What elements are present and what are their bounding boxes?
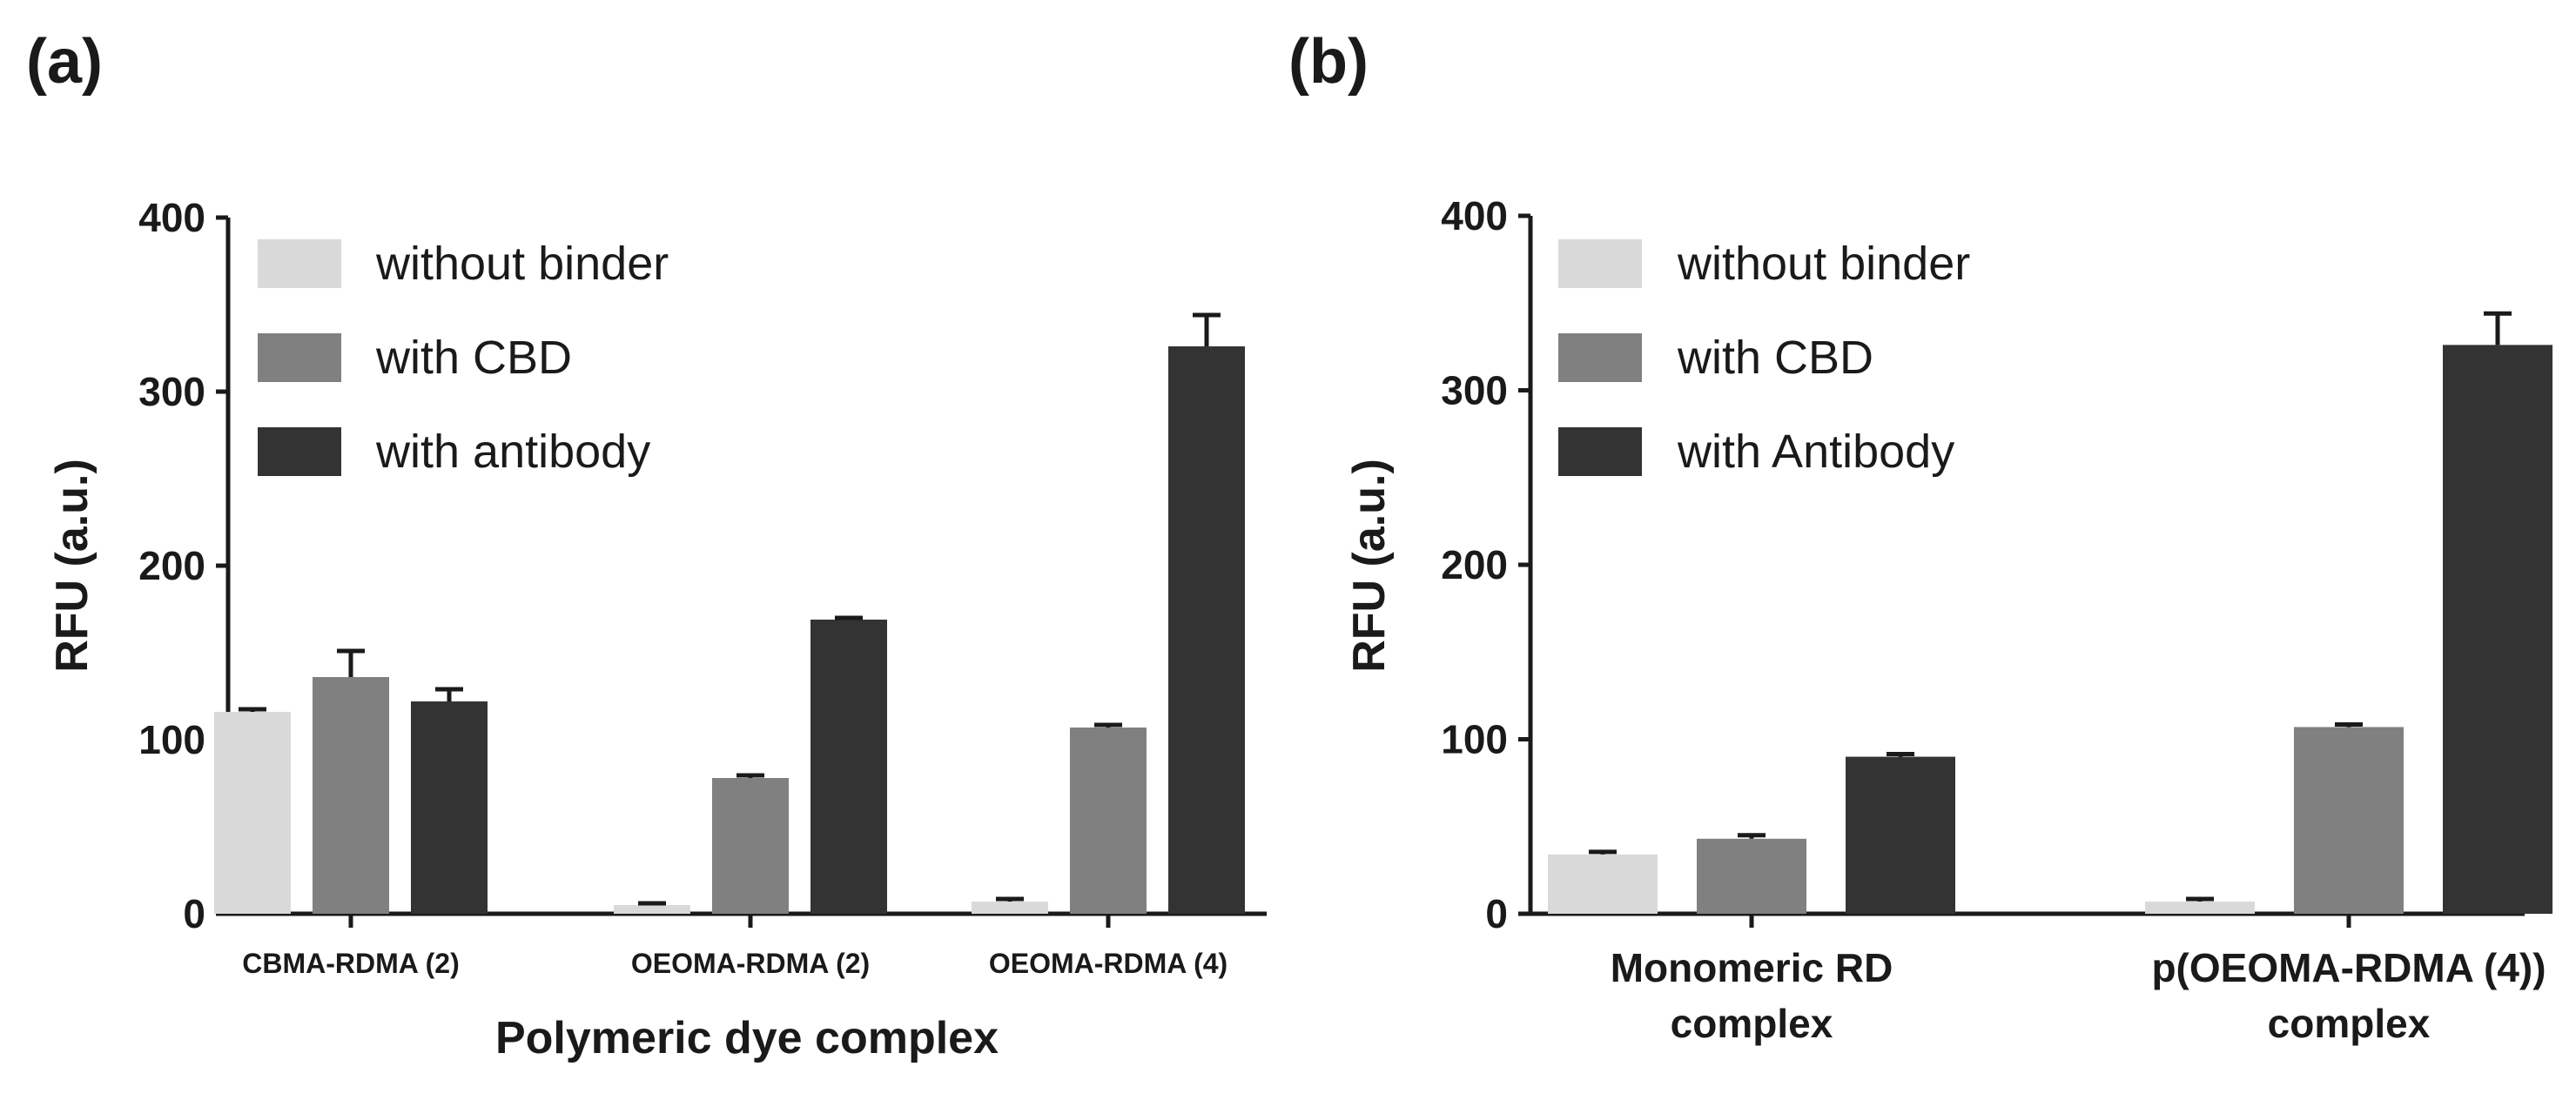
y-axis-label: RFU (a.u.): [1344, 459, 1395, 673]
y-axis-label: RFU (a.u.): [47, 459, 98, 673]
bar: [2294, 727, 2404, 914]
bar: [214, 712, 291, 914]
bar: [712, 778, 789, 914]
bar: [1846, 756, 1955, 914]
bar: [1548, 854, 1658, 914]
bar: [2443, 345, 2552, 914]
y-tick-label: 100: [1441, 717, 1508, 762]
legend-swatch: [258, 427, 341, 476]
bar: [972, 902, 1048, 914]
y-tick-label: 200: [1441, 542, 1508, 587]
legend-label: with CBD: [1677, 332, 1873, 384]
x-axis-label: Polymeric dye complex: [495, 1013, 999, 1063]
x-tick-label: complex: [2268, 1001, 2431, 1046]
legend-swatch: [1558, 239, 1642, 288]
legend-label: without binder: [375, 238, 669, 290]
legend-label: with Antibody: [1677, 426, 1954, 478]
legend-label: without binder: [1677, 238, 1970, 290]
y-tick-label: 0: [1485, 891, 1508, 936]
x-tick-label: CBMA-RDMA (2): [242, 948, 459, 979]
legend-swatch: [1558, 427, 1642, 476]
legend-label: with antibody: [375, 426, 650, 478]
y-tick-label: 300: [138, 369, 205, 414]
panel-label: (a): [26, 27, 103, 97]
y-tick-label: 300: [1441, 368, 1508, 413]
x-tick-label: OEOMA-RDMA (4): [989, 948, 1227, 979]
bar: [411, 701, 488, 914]
legend-swatch: [1558, 333, 1642, 382]
bar: [1168, 346, 1245, 914]
chart-panel-b: (b) 0 100 200 300 400 RFU (a.u.) Monomeric RD co…: [1288, 27, 2552, 1046]
panel-label: (b): [1288, 27, 1369, 97]
chart-panel-a: (a) 0 100 200 300 400 RFU (a.u.) CBMA-RDMA (2) O…: [26, 27, 1267, 1063]
bar: [2145, 901, 2255, 914]
bar: [614, 905, 690, 914]
bar: [313, 677, 389, 914]
legend-label: with CBD: [375, 332, 572, 384]
legend-swatch: [258, 333, 341, 382]
y-tick-label: 200: [138, 543, 205, 588]
bar: [1070, 728, 1147, 914]
x-tick-label: Monomeric RD: [1611, 945, 1893, 990]
legend-swatch: [258, 239, 341, 288]
bar: [810, 620, 887, 914]
x-tick-label: complex: [1671, 1001, 1833, 1046]
bar: [1697, 838, 1806, 914]
y-tick-label: 100: [138, 717, 205, 762]
x-tick-label: OEOMA-RDMA (2): [631, 948, 870, 979]
y-tick-label: 400: [1441, 193, 1508, 238]
y-tick-label: 400: [138, 195, 205, 240]
x-tick-label: p(OEOMA-RDMA (4)): [2151, 945, 2546, 990]
y-tick-label: 0: [183, 891, 205, 936]
